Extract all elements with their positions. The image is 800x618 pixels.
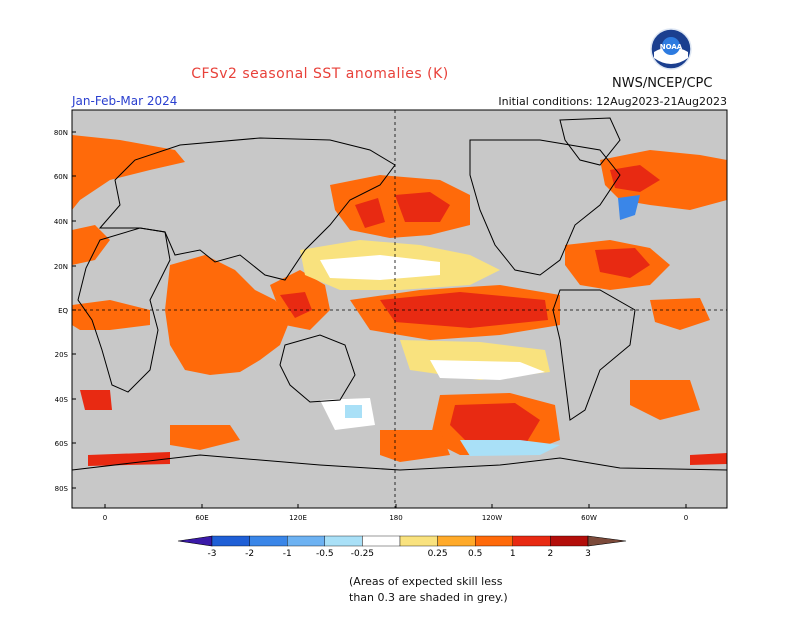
anomaly-region xyxy=(380,430,450,462)
lat-tick-label: 60N xyxy=(54,173,68,181)
colorbar-arrow-low xyxy=(177,535,213,547)
anomaly-region xyxy=(345,405,362,418)
anomaly-region xyxy=(690,453,727,465)
lon-tick-label: 120E xyxy=(289,514,307,522)
anomaly-region xyxy=(170,425,240,450)
colorbar-segment xyxy=(211,535,250,547)
coastline-south-america xyxy=(552,289,636,421)
anomaly-region xyxy=(600,150,727,210)
lat-tick-label: 60S xyxy=(55,440,69,448)
noaa-logo: NOAA xyxy=(650,28,692,70)
map-frame xyxy=(71,109,728,509)
noaa-logo-text: NOAA xyxy=(660,43,683,51)
colorbar-segment xyxy=(550,535,589,547)
coastline-eurasia xyxy=(98,137,396,281)
lat-tick-label: EQ xyxy=(58,307,68,315)
colorbar-tick-label: -2 xyxy=(245,549,254,559)
anomaly-region xyxy=(618,195,640,220)
coastlines xyxy=(72,117,727,471)
anomaly-region xyxy=(595,248,650,278)
anomaly-region xyxy=(650,298,710,330)
season-label: Jan-Feb-Mar 2024 xyxy=(72,94,178,108)
initial-conditions-label: Initial conditions: 12Aug2023-21Aug2023 xyxy=(498,95,727,108)
lon-tick-label: 0 xyxy=(103,514,107,522)
lon-tick-label: 180 xyxy=(389,514,402,522)
lat-tick-label: 40N xyxy=(54,218,68,226)
colorbar-segment xyxy=(249,535,288,547)
anomaly-region xyxy=(72,135,185,210)
anomaly-region xyxy=(450,403,540,445)
anomaly-region xyxy=(355,198,385,228)
anomaly-region xyxy=(80,390,112,410)
colorbar-segment xyxy=(399,535,438,547)
colorbar-segment xyxy=(324,535,363,547)
colorbar-tick-label: 2 xyxy=(548,549,554,559)
chart-title: CFSv2 seasonal SST anomalies (K) xyxy=(191,66,449,82)
colorbar-tick-label: -0.25 xyxy=(351,549,374,559)
anomaly-region xyxy=(320,255,440,280)
lat-tick-label: 80N xyxy=(54,129,68,137)
anomaly-region xyxy=(395,192,450,222)
lat-tick-label: 20N xyxy=(54,263,68,271)
lon-tick-label: 60E xyxy=(195,514,208,522)
anomaly-region xyxy=(165,255,290,375)
colorbar-tick-label: -1 xyxy=(283,549,292,559)
anomaly-region xyxy=(72,225,110,265)
colorbar-segment xyxy=(512,535,551,547)
colorbar-segment xyxy=(362,535,401,547)
colorbar-arrow-high xyxy=(587,535,627,547)
anomaly-region xyxy=(280,292,312,318)
colorbar: -3 -2 -1 -0.5 -0.25 0.25 0.5 1 2 3 xyxy=(177,535,627,559)
anomaly-region xyxy=(610,165,660,192)
coastline-australia xyxy=(279,334,356,403)
anomaly-region xyxy=(460,440,560,456)
anomaly-region xyxy=(72,300,150,330)
anomaly-region xyxy=(88,452,170,466)
colorbar-segment xyxy=(287,535,326,547)
agency-label: NWS/NCEP/CPC xyxy=(612,76,713,91)
footnote-line-2: than 0.3 are shaded in grey.) xyxy=(349,591,508,604)
lat-tick-label: 20S xyxy=(55,351,69,359)
colorbar-segment xyxy=(437,535,476,547)
footnote-line-1: (Areas of expected skill less xyxy=(349,575,503,588)
coastline-africa xyxy=(77,227,171,393)
anomaly-fields xyxy=(72,135,727,466)
anomaly-region xyxy=(630,380,700,420)
lat-tick-label: 80S xyxy=(55,485,69,493)
colorbar-tick-label: 0.5 xyxy=(468,549,482,559)
colorbar-tick-label: 3 xyxy=(585,549,591,559)
latitude-axis: 80N 60N 40N 20N EQ 20S 40S 60S 80S xyxy=(54,129,76,493)
coastline-antarctica xyxy=(72,454,727,471)
colorbar-tick-label: 1 xyxy=(510,549,516,559)
lat-tick-label: 40S xyxy=(55,396,69,404)
colorbar-tick-label: -3 xyxy=(208,549,217,559)
colorbar-tick-label: 0.25 xyxy=(428,549,448,559)
lon-tick-label: 120W xyxy=(482,514,502,522)
longitude-axis: 0 60E 120E 180 120W 60W 0 xyxy=(103,504,688,522)
lon-tick-label: 60W xyxy=(581,514,597,522)
lon-tick-label: 0 xyxy=(684,514,688,522)
footnote: (Areas of expected skill less than 0.3 a… xyxy=(349,574,508,606)
colorbar-tick-label: -0.5 xyxy=(316,549,334,559)
coastline-greenland xyxy=(559,117,621,166)
anomaly-region xyxy=(430,360,545,380)
coastline-north-america xyxy=(469,139,621,276)
colorbar-segment xyxy=(475,535,514,547)
